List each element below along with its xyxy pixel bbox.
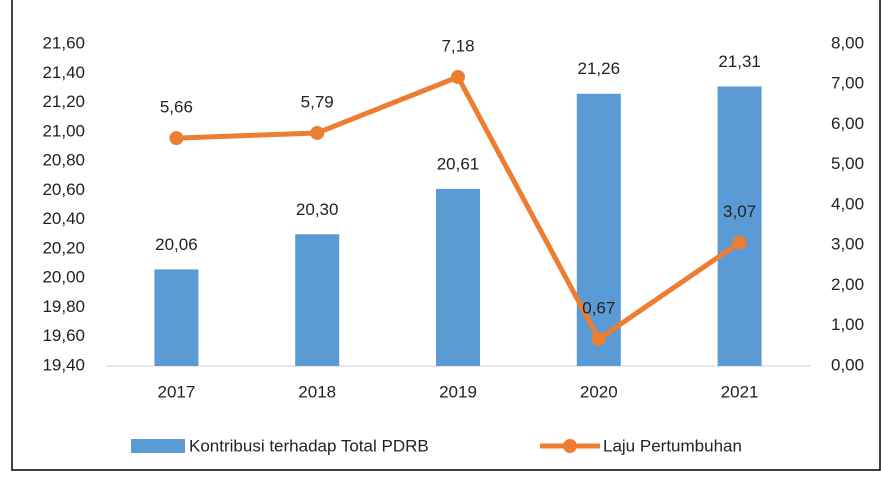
- x-tick-label: 2021: [721, 382, 759, 401]
- y2-tick-label: 8,00: [831, 33, 864, 52]
- data-label: 21,31: [718, 52, 761, 71]
- y2-tick-label: 6,00: [831, 114, 864, 133]
- data-label: 20,61: [437, 154, 480, 173]
- legend-swatch: [131, 439, 185, 453]
- y-tick-label: 20,00: [42, 268, 85, 287]
- data-label: 0,67: [582, 299, 615, 318]
- bar: [295, 234, 340, 366]
- y-tick-label: 20,80: [42, 151, 85, 170]
- y-tick-label: 19,60: [42, 326, 85, 345]
- y-tick-label: 21,00: [42, 121, 85, 140]
- y-tick-label: 20,60: [42, 180, 85, 199]
- y-tick-label: 21,60: [42, 33, 85, 52]
- x-tick-label: 2020: [580, 382, 618, 401]
- y2-tick-label: 5,00: [831, 154, 864, 173]
- y-tick-label: 19,40: [42, 355, 85, 374]
- line-marker: [310, 125, 325, 140]
- y2-tick-label: 3,00: [831, 235, 864, 254]
- bar: [576, 93, 621, 366]
- data-label: 5,66: [160, 98, 193, 117]
- line-marker: [169, 131, 184, 146]
- legend-label: Kontribusi terhadap Total PDRB: [189, 436, 429, 455]
- line-marker: [591, 332, 606, 347]
- bar: [154, 269, 199, 366]
- data-label: 20,30: [296, 200, 339, 219]
- bar: [436, 188, 480, 366]
- line-marker: [732, 235, 747, 250]
- x-tick-label: 2018: [298, 382, 336, 401]
- y2-tick-label: 4,00: [831, 194, 864, 213]
- y2-tick-label: 1,00: [831, 315, 864, 334]
- line-marker: [451, 70, 465, 85]
- data-label: 5,79: [301, 92, 334, 111]
- legend-marker: [563, 439, 577, 453]
- data-label: 3,07: [723, 202, 756, 221]
- data-label: 7,18: [441, 36, 474, 55]
- y2-tick-label: 7,00: [831, 74, 864, 93]
- data-label: 20,06: [155, 235, 198, 254]
- y-tick-label: 21,20: [42, 92, 85, 111]
- x-tick-label: 2017: [157, 382, 195, 401]
- y-tick-label: 20,20: [42, 238, 85, 257]
- y2-tick-label: 2,00: [831, 275, 864, 294]
- x-tick-label: 2019: [439, 382, 477, 401]
- legend-label: Laju Pertumbuhan: [603, 436, 742, 455]
- y-tick-label: 19,80: [42, 297, 85, 316]
- y-tick-label: 21,40: [42, 63, 85, 82]
- bar: [717, 86, 762, 366]
- y2-tick-label: 0,00: [831, 355, 864, 374]
- y-tick-label: 20,40: [42, 209, 85, 228]
- data-label: 21,26: [578, 59, 621, 78]
